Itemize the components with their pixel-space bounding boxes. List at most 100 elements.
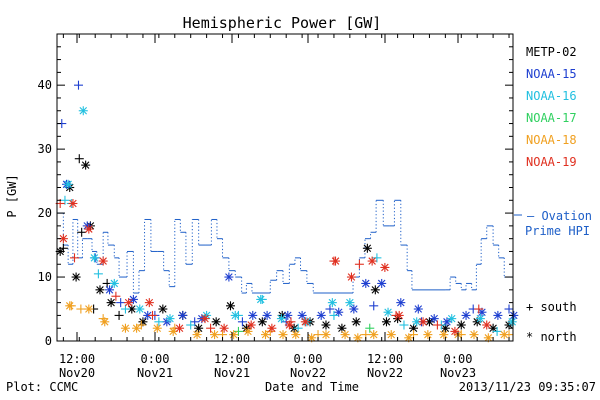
- north-point-noaa-18: [120, 323, 130, 333]
- north-point-noaa-19: [175, 323, 185, 333]
- plot-credit: Plot: CCMC: [6, 380, 78, 394]
- plot-axes: 01020304012:00Nov200:00Nov2112:00Nov210:…: [38, 33, 514, 380]
- north-point-noaa-18: [353, 333, 363, 343]
- north-point-noaa-19: [482, 320, 492, 330]
- north-point-metp-02: [158, 304, 168, 314]
- south-point-noaa-16: [60, 195, 70, 205]
- north-point-noaa-16: [447, 314, 457, 324]
- south-point-noaa-18: [136, 320, 146, 330]
- south-point-noaa-16: [372, 253, 382, 263]
- y-tick-label: 10: [38, 270, 52, 284]
- north-point-metp-02: [194, 323, 204, 333]
- north-point-metp-02: [211, 317, 221, 327]
- north-point-noaa-19: [267, 323, 277, 333]
- north-point-noaa-18: [132, 323, 142, 333]
- legend-entry-noaa-15: NOAA-15: [526, 67, 577, 81]
- north-point-noaa-18: [229, 330, 239, 340]
- north-point-noaa-15: [224, 272, 234, 282]
- x-tick-time: 12:00: [214, 352, 250, 366]
- south-point-noaa-19: [432, 320, 442, 330]
- north-point-noaa-15: [143, 310, 153, 320]
- south-point-noaa-15: [73, 80, 83, 90]
- data-points: [55, 80, 519, 343]
- legend: METP-02 NOAA-15 NOAA-16 NOAA-17 NOAA-18 NOAA-…: [514, 45, 592, 344]
- north-point-metp-02: [257, 317, 267, 327]
- north-point-noaa-16: [135, 304, 145, 314]
- north-point-noaa-19: [98, 256, 108, 266]
- north-point-noaa-18: [65, 301, 75, 311]
- north-point-noaa-19: [394, 310, 404, 320]
- north-point-noaa-16: [345, 298, 355, 308]
- north-point-noaa-18: [152, 323, 162, 333]
- south-point-noaa-16: [492, 326, 502, 336]
- north-point-metp-02: [456, 320, 466, 330]
- x-tick-date: Nov23: [440, 366, 476, 380]
- north-point-noaa-19: [84, 224, 94, 234]
- south-point-noaa-15: [504, 304, 514, 314]
- north-point-noaa-18: [192, 330, 202, 340]
- south-point-metp-02: [74, 154, 84, 164]
- north-point-noaa-16: [327, 298, 337, 308]
- south-point-noaa-19: [354, 259, 364, 269]
- north-point-noaa-18: [439, 330, 449, 340]
- south-point-noaa-18: [76, 304, 86, 314]
- south-point-noaa-15: [237, 317, 247, 327]
- north-point-noaa-19: [144, 298, 154, 308]
- north-point-noaa-15: [413, 304, 423, 314]
- north-point-metp-02: [351, 317, 361, 327]
- ovation-legend-label: Prime HPI: [525, 224, 590, 238]
- x-tick-time: 12:00: [59, 352, 95, 366]
- north-point-noaa-19: [367, 256, 377, 266]
- south-point-metp-02: [77, 227, 87, 237]
- legend-entry-noaa-18: NOAA-18: [526, 133, 577, 147]
- legend-entry-metp-02: METP-02: [526, 45, 577, 59]
- south-point-metp-02: [114, 310, 124, 320]
- north-point-noaa-15: [178, 310, 188, 320]
- north-point-noaa-18: [261, 330, 271, 340]
- south-point-noaa-16: [399, 320, 409, 330]
- north-point-noaa-16: [109, 278, 119, 288]
- x-tick-time: 0:00: [141, 352, 170, 366]
- north-point-noaa-19: [58, 234, 68, 244]
- north-point-noaa-15: [429, 314, 439, 324]
- marker-legend-north: * north: [526, 330, 577, 344]
- north-point-noaa-19: [124, 298, 134, 308]
- north-point-metp-02: [95, 285, 105, 295]
- south-point-noaa-15: [116, 298, 126, 308]
- legend-entry-noaa-19: NOAA-19: [526, 155, 577, 169]
- plot-timestamp: 2013/11/23 09:35:07: [459, 380, 596, 394]
- north-point-noaa-18: [499, 330, 509, 340]
- north-point-noaa-18: [404, 333, 414, 343]
- north-point-noaa-15: [461, 310, 471, 320]
- south-point-noaa-16: [293, 323, 303, 333]
- x-tick-time: 12:00: [367, 352, 403, 366]
- y-tick-label: 0: [45, 334, 52, 348]
- north-point-noaa-15: [493, 310, 503, 320]
- north-point-metp-02: [370, 285, 380, 295]
- north-point-noaa-19: [331, 256, 341, 266]
- y-tick-label: 20: [38, 206, 52, 220]
- plot-frame: [56, 33, 514, 342]
- north-point-noaa-19: [284, 320, 294, 330]
- north-point-noaa-16: [256, 294, 266, 304]
- north-point-noaa-18: [340, 330, 350, 340]
- x-tick-date: Nov22: [367, 366, 403, 380]
- south-point-noaa-16: [329, 310, 339, 320]
- north-point-noaa-18: [291, 330, 301, 340]
- x-axis-label: Date and Time: [265, 380, 359, 394]
- north-point-noaa-19: [300, 317, 310, 327]
- south-point-noaa-19: [206, 323, 216, 333]
- south-point-noaa-15: [369, 301, 379, 311]
- north-point-noaa-18: [469, 330, 479, 340]
- north-point-noaa-18: [278, 330, 288, 340]
- y-axis-label: P [GW]: [5, 174, 19, 217]
- north-point-noaa-16: [63, 179, 73, 189]
- north-point-metp-02: [71, 272, 81, 282]
- chart-title: Hemispheric Power [GW]: [183, 14, 382, 32]
- north-point-noaa-15: [334, 307, 344, 317]
- north-point-noaa-18: [84, 304, 94, 314]
- north-point-noaa-19: [200, 314, 210, 324]
- north-point-noaa-15: [349, 304, 359, 314]
- south-point-noaa-19: [147, 310, 157, 320]
